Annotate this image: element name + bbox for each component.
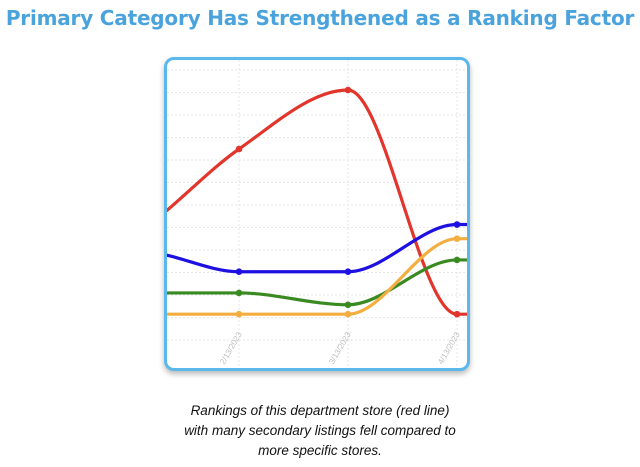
caption-line: with many secondary listings fell compar… (184, 423, 456, 438)
x-tick-label: 3/13/2023 (327, 330, 353, 366)
data-point (344, 301, 352, 309)
chart-grid (167, 60, 467, 368)
x-tick-label: 2/13/2023 (218, 330, 244, 366)
caption-line: more specific stores. (258, 443, 382, 458)
series-line (167, 88, 467, 316)
data-point (453, 256, 461, 264)
data-point (235, 268, 243, 276)
chart-frame: 2/13/2023 3/13/2023 4/13/2023 (164, 57, 470, 371)
data-point (235, 310, 243, 318)
caption-line: Rankings of this department store (red l… (190, 403, 450, 418)
x-axis-ticks: 2/13/2023 3/13/2023 4/13/2023 (218, 330, 462, 366)
data-point (235, 145, 243, 153)
data-point (344, 268, 352, 276)
data-point (344, 310, 352, 318)
data-point (453, 221, 461, 228)
line-chart: 2/13/2023 3/13/2023 4/13/2023 (167, 60, 467, 368)
data-point (453, 235, 461, 242)
data-point (344, 86, 352, 94)
data-point (235, 289, 243, 297)
chart-caption: Rankings of this department store (red l… (0, 401, 640, 461)
data-point (453, 310, 461, 318)
series-line (167, 222, 467, 274)
chart-series (167, 86, 467, 318)
x-tick-label: 4/13/2023 (436, 330, 462, 366)
page-title: Primary Category Has Strengthened as a R… (5, 6, 635, 30)
